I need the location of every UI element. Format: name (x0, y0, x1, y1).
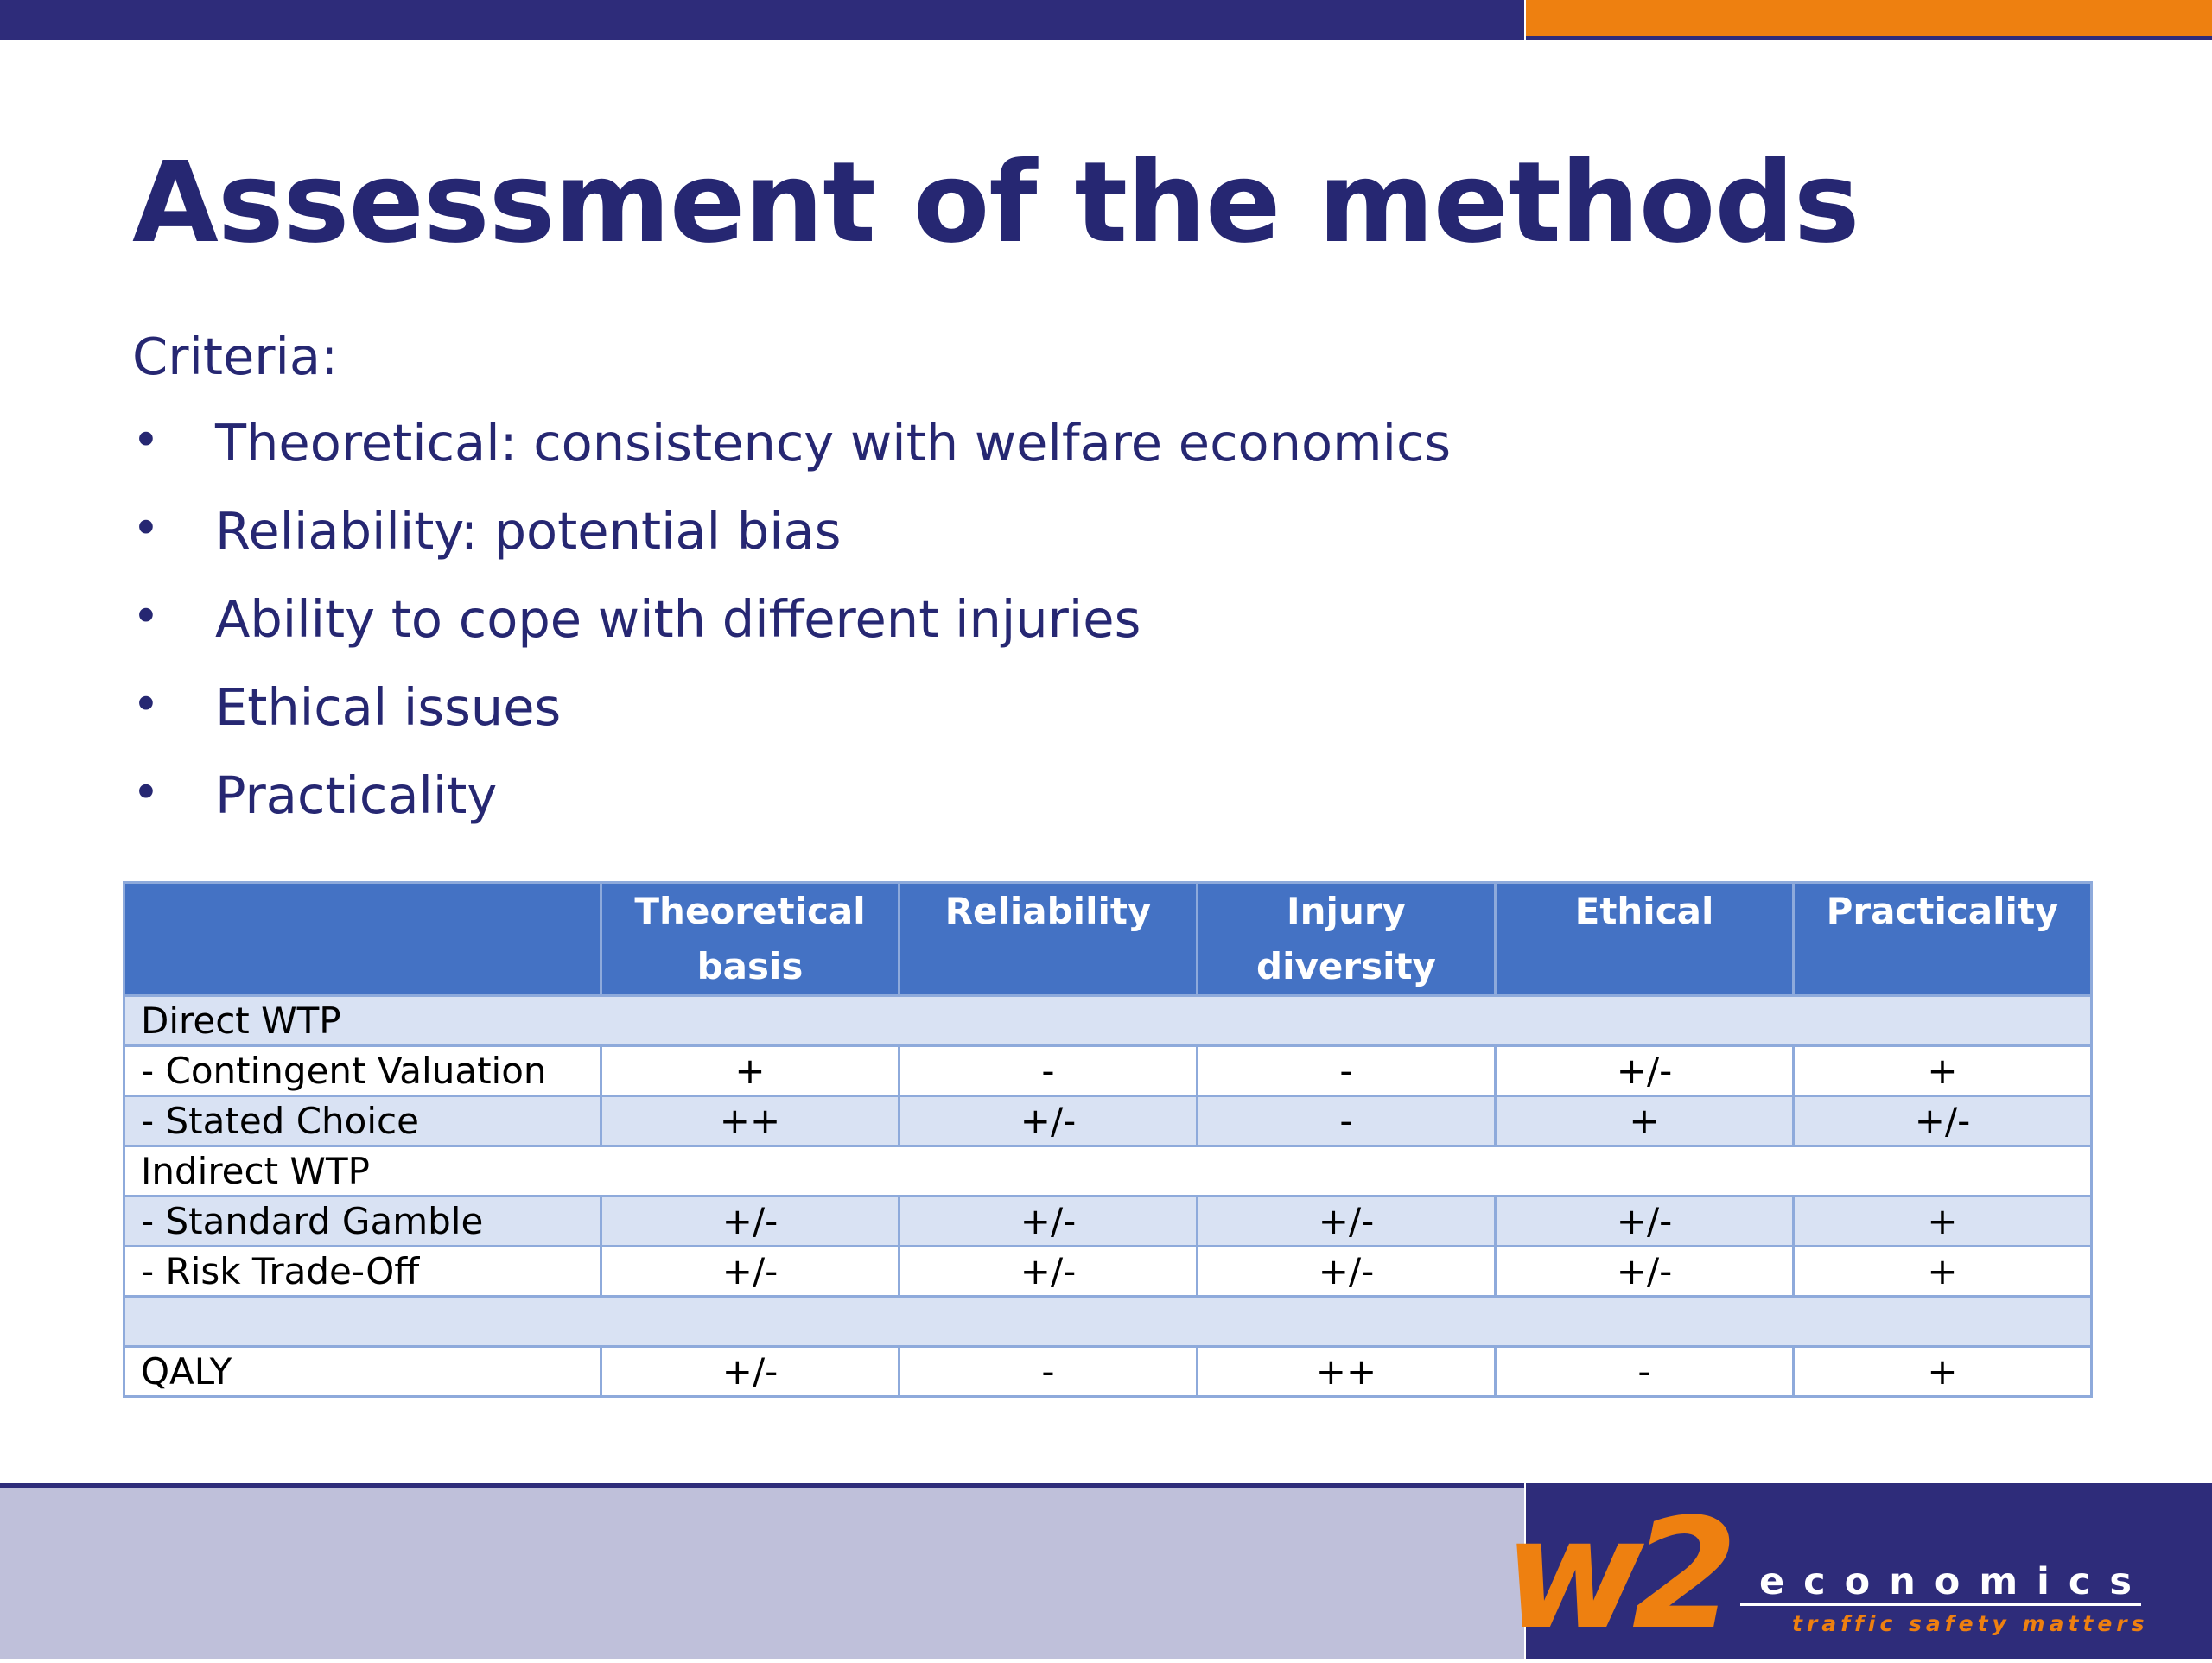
table-cell: +/- (600, 1195, 900, 1247)
table-cell: - (1494, 1345, 1795, 1398)
table-cell: +/- (898, 1245, 1198, 1298)
table-group-row: Direct WTP (123, 994, 2093, 1047)
table-cell: - (898, 1345, 1198, 1398)
table-row: QALY +/- - ++ - + (123, 1345, 2093, 1398)
row-label: - Standard Gamble (123, 1195, 602, 1247)
bullet-icon: • (132, 589, 160, 644)
header-line: Theoretical (634, 890, 866, 932)
spacer-cell (123, 1295, 2093, 1348)
header-reliability: Reliability (898, 881, 1198, 997)
bullet-icon: • (132, 677, 160, 732)
top-bar-orange (1526, 0, 2212, 36)
criteria-item-text: Reliability: potential bias (215, 501, 842, 561)
table-cell: +/- (1196, 1245, 1497, 1298)
table-cell: + (1792, 1345, 2093, 1398)
top-bar-navy (0, 0, 1524, 40)
table-cell: +/- (1196, 1195, 1497, 1247)
table-cell: + (1494, 1095, 1795, 1147)
table-cell: - (898, 1044, 1198, 1097)
bullet-icon: • (132, 413, 160, 467)
top-bar-divider (1526, 36, 2212, 40)
row-label: - Risk Trade-Off (123, 1245, 602, 1298)
footer-brand-panel (1526, 1483, 2212, 1659)
row-label: QALY (123, 1345, 602, 1398)
criteria-item-text: Theoretical: consistency with welfare ec… (215, 413, 1452, 473)
table-cell: +/- (1494, 1195, 1795, 1247)
bullet-icon: • (132, 501, 160, 555)
table-group-row: Indirect WTP (123, 1145, 2093, 1197)
criteria-heading: Criteria: (132, 327, 338, 386)
row-label: - Stated Choice (123, 1095, 602, 1147)
assessment-table: Theoretical basis Reliability Injury div… (123, 881, 2093, 1398)
table-cell: + (600, 1044, 900, 1097)
table-header-row: Theoretical basis Reliability Injury div… (123, 881, 2093, 997)
brand-rule (1740, 1603, 2141, 1606)
table-cell: +/- (1494, 1245, 1795, 1298)
brand-tagline: traffic safety matters (1792, 1611, 2149, 1636)
table-cell: + (1792, 1044, 2093, 1097)
criteria-item-text: Ethical issues (215, 677, 562, 737)
table-row: - Contingent Valuation + - - +/- + (123, 1044, 2093, 1097)
table-row: - Standard Gamble +/- +/- +/- +/- + (123, 1195, 2093, 1247)
brand-name: economics (1759, 1560, 2151, 1603)
footer-bar (0, 1483, 1524, 1659)
slide-title: Assessment of the methods (132, 138, 1859, 268)
table-cell: +/- (1494, 1044, 1795, 1097)
criteria-item-text: Ability to cope with different injuries (215, 589, 1141, 649)
table-cell: + (1792, 1195, 2093, 1247)
table-cell: +/- (600, 1345, 900, 1398)
w2-logo: w2 (1503, 1486, 1738, 1663)
table-cell: +/- (600, 1245, 900, 1298)
header-line: Reliability (944, 890, 1152, 932)
footer-divider (0, 1483, 1524, 1488)
row-label: - Contingent Valuation (123, 1044, 602, 1097)
table-cell: - (1196, 1095, 1497, 1147)
table-cell: +/- (1792, 1095, 2093, 1147)
bullet-icon: • (132, 765, 160, 820)
header-line: Practicality (1826, 890, 2059, 932)
header-ethical: Ethical (1494, 881, 1795, 997)
table-row: - Risk Trade-Off +/- +/- +/- +/- + (123, 1245, 2093, 1298)
header-practicality: Practicality (1792, 881, 2093, 997)
header-line: diversity (1256, 945, 1436, 987)
header-injury-diversity: Injury diversity (1196, 881, 1497, 997)
header-line: basis (696, 945, 804, 987)
header-line: Injury (1287, 890, 1406, 932)
header-line: Ethical (1574, 890, 1714, 932)
table-cell: +/- (898, 1095, 1198, 1147)
table-cell: ++ (600, 1095, 900, 1147)
group-label: Direct WTP (123, 994, 2093, 1047)
table-spacer-row (123, 1295, 2093, 1348)
table-row: - Stated Choice ++ +/- - + +/- (123, 1095, 2093, 1147)
table-cell: +/- (898, 1195, 1198, 1247)
table-cell: - (1196, 1044, 1497, 1097)
group-label: Indirect WTP (123, 1145, 2093, 1197)
table-cell: ++ (1196, 1345, 1497, 1398)
header-corner-cell (123, 881, 602, 997)
criteria-item-text: Practicality (215, 765, 498, 825)
table-cell: + (1792, 1245, 2093, 1298)
header-theoretical-basis: Theoretical basis (600, 881, 900, 997)
